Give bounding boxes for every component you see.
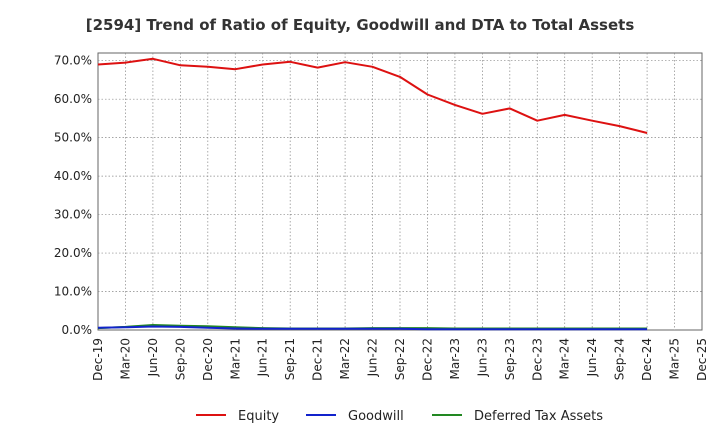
x-tick-label: Dec-22 [420,338,434,381]
grid-lines [98,53,702,330]
y-tick-label: 30.0% [54,208,92,222]
series-line-goodwill [97,325,648,331]
series-line-equity [97,57,648,134]
x-tick-label: Mar-23 [448,338,462,379]
y-tick-label: 70.0% [54,54,92,68]
series-lines [97,57,648,331]
y-tick-label: 50.0% [54,131,92,145]
x-tick-label: Dec-23 [530,338,544,381]
legend-label: Goodwill [348,409,404,424]
x-tick-label: Dec-21 [311,338,325,381]
x-tick-label: Mar-25 [668,338,682,379]
y-tick-label: 0.0% [62,323,93,337]
legend-label: Equity [238,409,279,424]
x-tick-label: Mar-22 [338,338,352,379]
x-tick-label: Sep-24 [613,338,627,380]
legend: Equity Goodwill Deferred Tax Assets [196,409,603,424]
x-tick-label: Dec-19 [91,338,105,381]
chart-title: [2594] Trend of Ratio of Equity, Goodwil… [86,16,635,34]
y-tick-label: 60.0% [54,92,92,106]
x-tick-label: Jun-22 [366,338,380,377]
y-tick-label: 10.0% [54,285,92,299]
y-axis-ticks: 0.0% 10.0% 20.0% 30.0% 40.0% 50.0% 60.0% 70.0% [54,54,92,337]
x-tick-label: Jun-20 [146,338,160,377]
x-tick-label: Mar-20 [118,338,132,379]
y-tick-label: 20.0% [54,246,92,260]
x-tick-label: Sep-21 [283,338,297,380]
legend-label: Deferred Tax Assets [474,409,603,424]
x-tick-label: Jun-23 [475,338,489,377]
x-tick-label: Mar-24 [558,338,572,379]
x-tick-label: Sep-22 [393,338,407,380]
x-tick-label: Mar-21 [228,338,242,379]
x-tick-label: Jun-21 [256,338,270,377]
x-axis-ticks: Dec-19 Mar-20 Jun-20 Sep-20 Dec-20 Mar-21 Jun-… [91,338,709,381]
y-tick-label: 40.0% [54,169,92,183]
x-tick-label: Dec-25 [695,338,709,381]
x-tick-label: Sep-23 [503,338,517,380]
x-tick-label: Sep-20 [173,338,187,380]
x-tick-label: Jun-24 [585,338,599,377]
x-tick-label: Dec-24 [640,338,654,381]
x-tick-label: Dec-20 [201,338,215,381]
